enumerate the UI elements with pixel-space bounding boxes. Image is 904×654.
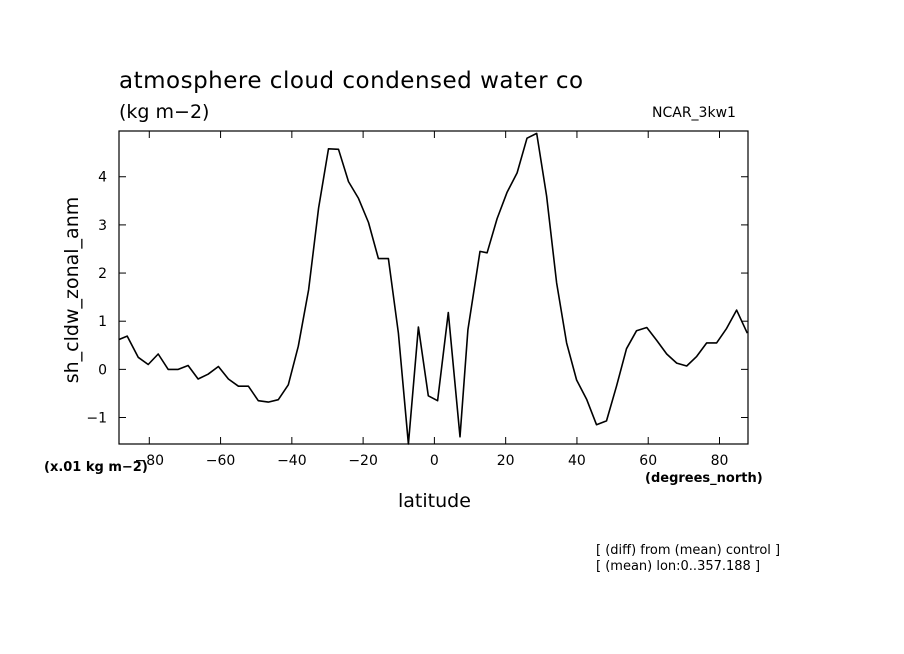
series-line xyxy=(118,132,749,445)
x-axis-units: (degrees_north) xyxy=(645,471,763,486)
x-tick-label: 60 xyxy=(639,453,657,469)
y-scale-note: (x.01 kg m−2) xyxy=(44,460,148,475)
x-axis-ticks: −80 −60 −40 −20 0 20 40 60 80 xyxy=(135,131,729,469)
y-axis-ticks: −1 0 1 2 3 4 xyxy=(86,170,748,427)
chart-title: atmosphere cloud condensed water co xyxy=(119,68,584,94)
x-tick-label: 80 xyxy=(711,453,729,469)
source-label: NCAR_3kw1 xyxy=(652,105,736,121)
x-tick-label: −40 xyxy=(277,453,307,469)
note-mean: [ (mean) lon:0..357.188 ] xyxy=(596,559,761,574)
plot-frame xyxy=(118,130,749,445)
y-tick-label: 1 xyxy=(98,314,107,330)
y-tick-label: 0 xyxy=(98,362,107,378)
chart-subtitle-units: (kg m−2) xyxy=(119,101,210,123)
x-axis-label: latitude xyxy=(398,490,471,512)
y-tick-label: 2 xyxy=(98,266,107,282)
x-tick-label: 20 xyxy=(497,453,515,469)
x-tick-label: −80 xyxy=(135,453,165,469)
y-tick-label: 4 xyxy=(98,170,107,186)
note-diff: [ (diff) from (mean) control ] xyxy=(596,543,781,558)
y-tick-label: −1 xyxy=(86,411,107,427)
y-tick-label: 3 xyxy=(98,218,107,234)
series-lines xyxy=(118,132,749,445)
x-tick-label: 0 xyxy=(430,453,439,469)
x-tick-label: 40 xyxy=(568,453,586,469)
x-tick-label: −20 xyxy=(348,453,378,469)
x-tick-label: −60 xyxy=(206,453,236,469)
